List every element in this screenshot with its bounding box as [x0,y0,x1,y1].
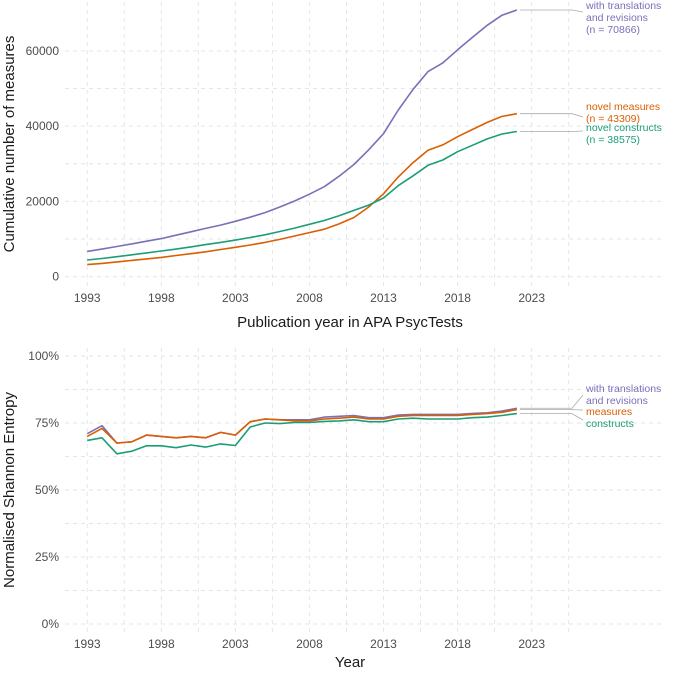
y-axis-title: Cumulative number of measures [1,36,18,253]
series-line-translations [87,9,518,253]
x-axis-title: Publication year in APA PsycTests [237,314,463,331]
series-line-measures [86,408,518,444]
y-tick-label: 0 [52,270,59,284]
series-label-translations: with translations and revisions [585,383,661,407]
series-line-constructs [87,130,518,261]
x-tick-label: 2003 [222,637,249,651]
series-label-constructs: constructs [586,418,634,430]
cumulative-measures-panel: 1993 1998 2003 2008 2013 2018 2023 0 20000 40000 6… [1,0,665,331]
y-tick-label: 20000 [26,194,60,208]
x-tick-label: 2018 [444,291,471,305]
x-tick-label: 2023 [518,291,545,305]
x-tick-label: 2008 [296,291,323,305]
label-leader-line [519,9,584,13]
y-tick-label: 40000 [26,119,60,133]
series-label-measures: novel measures (n = 43309) [586,101,660,125]
y-tick-label: 25% [35,550,59,564]
series-line-measures [87,112,518,266]
series-label-constructs: novel constructs (n = 38575) [586,122,662,146]
x-tick-label: 2023 [518,637,545,651]
label-leader-line [519,413,584,421]
label-leader-line [519,394,584,409]
x-axis-title: Year [335,654,365,671]
x-tick-label: 2013 [370,637,397,651]
y-tick-label: 0% [42,617,60,631]
series-label-measures: measures [586,406,632,418]
x-tick-label: 1998 [148,291,175,305]
x-tick-label: 1993 [74,291,101,305]
x-tick-label: 1993 [74,637,101,651]
y-tick-label: 50% [35,483,59,497]
x-tick-label: 2003 [222,291,249,305]
y-axis-title: Normalised Shannon Entropy [1,392,18,588]
series-line-translations [86,407,518,444]
x-tick-label: 2018 [444,637,471,651]
x-tick-label: 2008 [296,637,323,651]
y-tick-label: 75% [35,416,59,430]
label-leader-line [519,113,584,118]
shannon-entropy-panel: 1993 1998 2003 2008 2013 2018 2023 0% 25% 50% 75% 1… [1,348,665,671]
series-line-constructs [87,412,518,455]
x-tick-label: 2013 [370,291,397,305]
y-tick-label: 60000 [26,44,60,58]
y-tick-label: 100% [28,349,59,363]
series-label-translations: with translations and revisions (n = 70866… [585,0,661,36]
x-tick-label: 1998 [148,637,175,651]
